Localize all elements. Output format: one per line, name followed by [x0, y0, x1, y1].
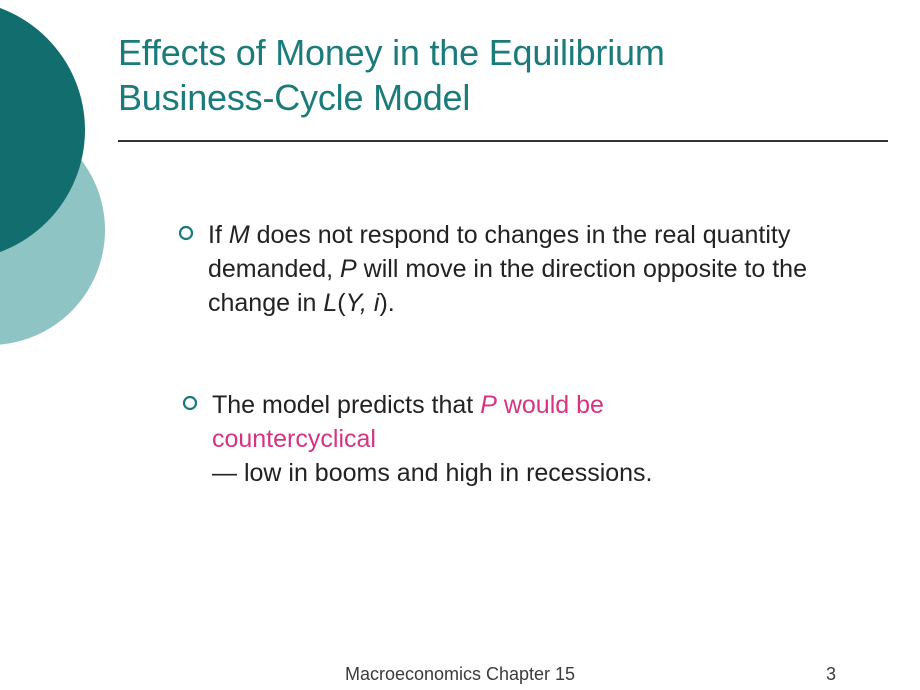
bullet-2: The model predicts that P would be count… [182, 388, 858, 490]
decor-circle-dark [0, 0, 85, 260]
var-m: M [229, 221, 250, 249]
bullet-1-text: If M does not respond to changes in the … [208, 218, 858, 320]
txt: If [208, 221, 229, 249]
bullet-marker-open-circle-icon [178, 225, 194, 241]
txt: ). [379, 289, 394, 317]
txt: ( [337, 289, 345, 317]
bullet-marker-open-circle-icon [182, 395, 198, 411]
highlight: would be [497, 391, 604, 419]
title-line-1: Effects of Money in the Equilibrium [118, 32, 665, 73]
decor-circle-light [0, 115, 105, 345]
footer-text: Macroeconomics Chapter 15 [345, 664, 575, 685]
slide-body: If M does not respond to changes in the … [178, 218, 858, 490]
bullet-1: If M does not respond to changes in the … [178, 218, 858, 320]
var-p: P [340, 255, 357, 283]
var-yi: Y, i [346, 289, 380, 317]
page-number: 3 [826, 664, 836, 685]
slide-title: Effects of Money in the Equilibrium Busi… [118, 30, 858, 120]
highlight-countercyclical: countercyclical [212, 425, 376, 453]
title-line-2: Business-Cycle Model [118, 77, 470, 118]
bullet-2-text: The model predicts that P would be count… [212, 388, 858, 490]
var-l: L [323, 289, 337, 317]
highlight-p: P [480, 391, 497, 419]
bullet-2-subtext: — low in booms and high in recessions. [212, 459, 653, 487]
txt: The model predicts that [212, 391, 480, 419]
title-underline [118, 140, 888, 142]
